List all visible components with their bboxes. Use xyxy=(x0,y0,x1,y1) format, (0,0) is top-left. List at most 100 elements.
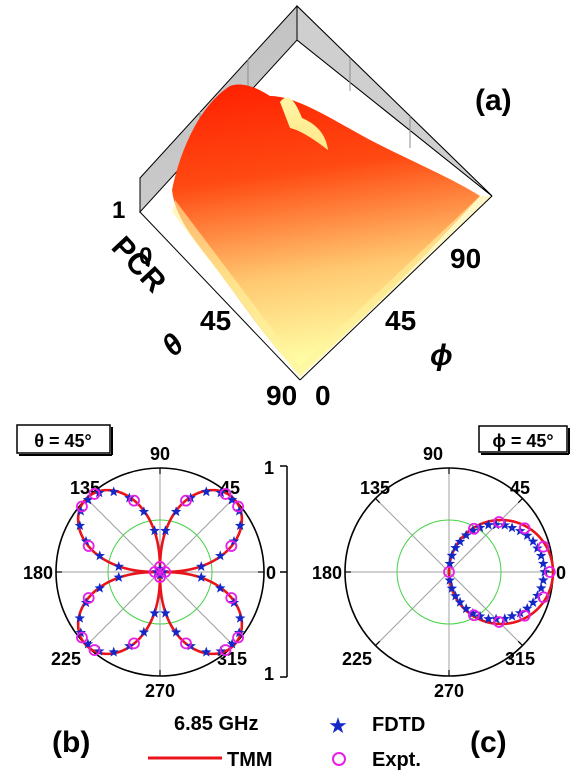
fdtd-point xyxy=(170,626,182,637)
fdtd-point xyxy=(522,602,533,613)
expt-point xyxy=(232,631,244,644)
expt-point xyxy=(82,540,95,552)
polar-grid-circle xyxy=(107,519,213,625)
polar-angle-label: 90 xyxy=(423,444,443,464)
phi-tick-0: 0 xyxy=(315,380,331,411)
polar-angle-label: 135 xyxy=(360,478,390,498)
expt-point xyxy=(219,488,232,500)
polar-b-title-box xyxy=(16,424,111,454)
fdtd-point xyxy=(149,607,160,618)
expt-point xyxy=(219,644,232,656)
fdtd-point xyxy=(113,561,124,572)
legend-expt-label: Expt. xyxy=(372,749,421,770)
expt-point xyxy=(225,592,238,604)
polar-b-title: θ = 45° xyxy=(34,431,91,451)
expt-point xyxy=(128,494,140,507)
fdtd-point xyxy=(467,607,479,618)
theta-axis-label: θ xyxy=(156,328,191,363)
fdtd-point xyxy=(460,603,472,614)
fdtd-point xyxy=(154,563,166,574)
surface-back-wall-right xyxy=(296,4,493,197)
fdtd-point xyxy=(108,486,119,497)
fdtd-point xyxy=(108,646,119,657)
fdtd-point xyxy=(94,550,105,561)
fdtd-point xyxy=(160,607,171,618)
fdtd-point xyxy=(74,612,86,623)
expt-point xyxy=(518,609,531,622)
fdtd-point xyxy=(450,542,461,553)
phi-tick-90: 90 xyxy=(450,243,481,274)
expt-point xyxy=(543,566,556,578)
polar-angle-label: 0 xyxy=(266,563,276,583)
theta-axis xyxy=(139,211,301,381)
legend-expt-marker xyxy=(332,752,346,766)
fdtd-point xyxy=(532,542,543,553)
fdtd-point xyxy=(226,638,238,649)
theta-tick-90: 90 xyxy=(266,380,297,411)
polar-tick xyxy=(375,498,381,504)
polar-angle-label: 180 xyxy=(23,563,53,583)
fdtd-point xyxy=(499,613,510,624)
fdtd-point xyxy=(535,550,547,561)
fdtd-point xyxy=(446,582,458,593)
radial-scale-1-top: 1 xyxy=(264,458,274,478)
z-tick-0: 0 xyxy=(139,243,152,270)
fdtd-point xyxy=(170,506,182,517)
polar-tick xyxy=(517,640,523,646)
fdtd-point xyxy=(234,520,246,531)
polar-angle-label: 225 xyxy=(342,649,372,669)
expt-point xyxy=(468,609,480,622)
fdtd-point xyxy=(138,506,150,517)
polar-grid-circle xyxy=(396,519,502,625)
fdtd-point xyxy=(506,610,518,621)
polar-tick xyxy=(375,640,381,646)
fdtd-point xyxy=(506,522,518,533)
expt-point xyxy=(443,566,455,578)
fdtd-point xyxy=(527,535,539,546)
surface-front-edge xyxy=(172,196,492,378)
polar-c-title-box xyxy=(478,425,568,453)
fdtd-point xyxy=(483,519,494,530)
fdtd-point xyxy=(454,536,466,547)
fdtd-point xyxy=(196,561,207,572)
fdtd-point xyxy=(215,582,226,593)
expt-point xyxy=(468,522,480,535)
fdtd-point xyxy=(444,574,455,585)
z-tick-1: 1 xyxy=(112,197,125,224)
phi-tick-45: 45 xyxy=(385,305,416,336)
fdtd-point xyxy=(474,522,486,533)
fdtd-point xyxy=(82,638,94,649)
fdtd-point xyxy=(82,494,94,505)
expt-point xyxy=(225,540,238,552)
fdtd-point xyxy=(444,558,455,569)
radial-scale: 1 1 xyxy=(264,458,288,684)
panel-a-label: (a) xyxy=(475,84,512,117)
fdtd-point xyxy=(138,626,150,637)
fdtd-point xyxy=(527,597,539,608)
expt-point xyxy=(180,637,192,650)
radial-scale-1-bottom: 1 xyxy=(264,664,274,684)
fdtd-point xyxy=(160,525,171,536)
legend-fdtd-marker: ★ xyxy=(328,714,348,739)
polar-angle-label: 180 xyxy=(312,563,342,583)
legend: (b) (c) 6.85 GHz TMM ★ FDTD Expt. xyxy=(52,713,507,770)
fdtd-point xyxy=(538,574,549,585)
fdtd-point xyxy=(201,486,212,497)
fdtd-point xyxy=(467,525,479,536)
expt-point xyxy=(232,500,244,513)
fdtd-point xyxy=(234,612,246,623)
polar-angle-label: 135 xyxy=(70,478,100,498)
panel-c-label: (c) xyxy=(470,726,507,759)
tmm-curve xyxy=(447,518,555,626)
surface-panel: (a) PCR 1 0 45 90 θ 0 45 90 ϕ xyxy=(105,4,512,411)
fdtd-point xyxy=(113,571,124,582)
fdtd-point xyxy=(149,525,160,536)
polar-tick xyxy=(517,498,523,504)
fdtd-point xyxy=(450,590,461,601)
fdtd-point xyxy=(460,529,472,540)
legend-tmm-label: TMM xyxy=(227,749,273,770)
polar-angle-label: 90 xyxy=(150,444,170,464)
polar-angle-label: 315 xyxy=(505,649,535,669)
surface-bump xyxy=(280,97,328,150)
